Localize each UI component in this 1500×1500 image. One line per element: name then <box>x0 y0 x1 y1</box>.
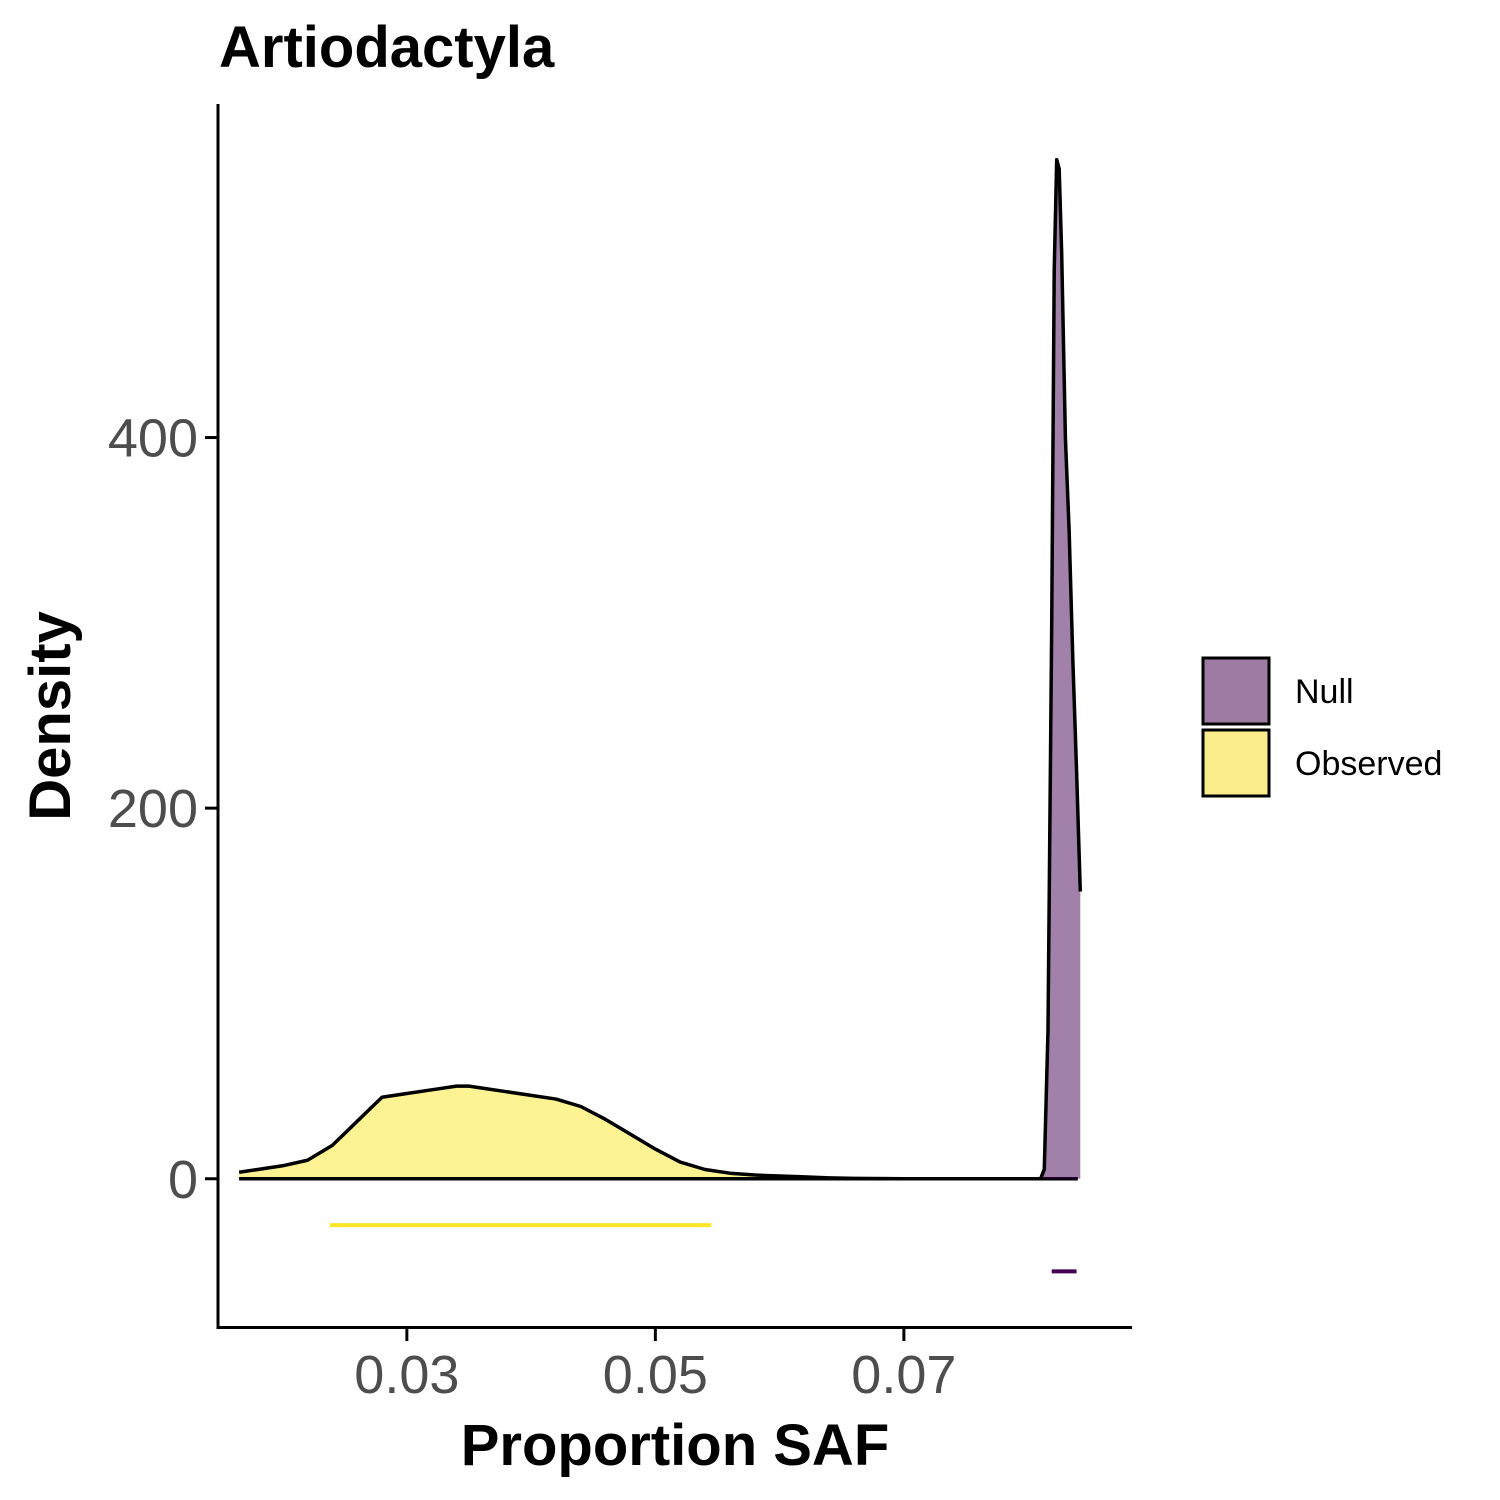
y-axis-ticks: 0 200 400 <box>108 409 218 1210</box>
density-line-null <box>239 157 1083 1181</box>
legend-swatch-null <box>1201 656 1271 726</box>
y-axis-title: Density <box>18 611 83 821</box>
legend-label-observed: Observed <box>1295 745 1442 783</box>
x-tick-label: 0.07 <box>851 1345 956 1405</box>
x-tick-label: 0.05 <box>603 1345 708 1405</box>
legend-swatch-observed <box>1201 728 1271 798</box>
y-tick-label: 0 <box>168 1150 198 1210</box>
legend: Null Observed <box>1201 656 1442 798</box>
y-tick-label: 200 <box>108 779 198 839</box>
plot-area <box>238 157 1083 1274</box>
chart-title: Artiodactyla <box>219 15 555 80</box>
y-tick-label: 400 <box>108 409 198 469</box>
x-tick-label: 0.03 <box>354 1345 459 1405</box>
density-area-observed <box>239 1086 1078 1179</box>
density-area-null <box>239 159 1081 1179</box>
x-axis-ticks: 0.03 0.05 0.07 <box>354 1328 956 1405</box>
x-axis-title: Proportion SAF <box>461 1413 890 1478</box>
legend-label-null: Null <box>1295 673 1354 711</box>
